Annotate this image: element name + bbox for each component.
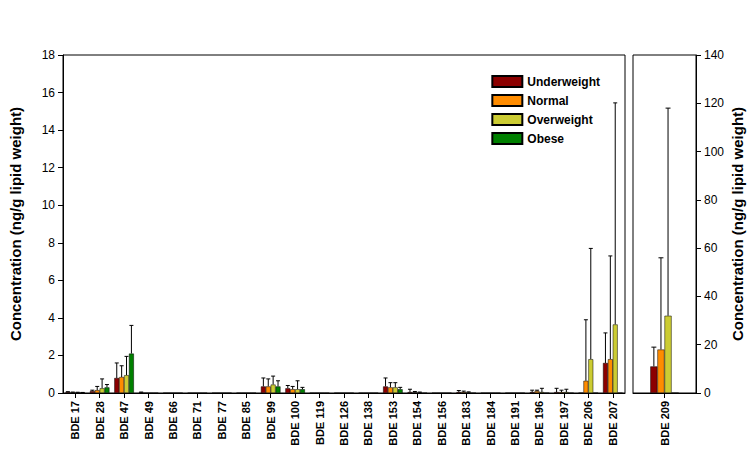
svg-text:BDE 17: BDE 17	[69, 401, 81, 440]
svg-text:Underweight: Underweight	[527, 75, 600, 89]
svg-text:BDE 156: BDE 156	[436, 401, 448, 446]
svg-text:0: 0	[48, 386, 55, 400]
svg-text:100: 100	[704, 145, 724, 159]
svg-text:12: 12	[42, 161, 56, 175]
svg-text:4: 4	[48, 311, 55, 325]
svg-text:BDE 28: BDE 28	[94, 401, 106, 440]
svg-text:BDE 184: BDE 184	[485, 400, 497, 446]
svg-text:BDE 85: BDE 85	[240, 401, 252, 440]
svg-text:Normal: Normal	[527, 94, 568, 108]
svg-text:Concentration (ng/g lipid weig: Concentration (ng/g lipid weight)	[7, 107, 24, 341]
svg-text:BDE 66: BDE 66	[167, 401, 179, 440]
svg-text:BDE 209: BDE 209	[659, 401, 671, 446]
svg-text:BDE 196: BDE 196	[533, 401, 545, 446]
svg-text:14: 14	[42, 123, 56, 137]
svg-text:80: 80	[704, 193, 718, 207]
svg-text:0: 0	[704, 386, 711, 400]
svg-text:BDE 206: BDE 206	[582, 401, 594, 446]
svg-text:16: 16	[42, 86, 56, 100]
svg-text:10: 10	[42, 198, 56, 212]
svg-text:18: 18	[42, 48, 56, 62]
svg-text:BDE 99: BDE 99	[265, 401, 277, 440]
svg-text:BDE 183: BDE 183	[460, 401, 472, 446]
svg-text:Obese: Obese	[527, 132, 564, 146]
svg-text:60: 60	[704, 241, 718, 255]
svg-text:BDE 191: BDE 191	[509, 401, 521, 446]
svg-text:BDE 138: BDE 138	[362, 401, 374, 446]
svg-text:BDE 47: BDE 47	[118, 401, 130, 440]
svg-text:BDE 207: BDE 207	[607, 401, 619, 446]
svg-text:BDE 49: BDE 49	[143, 401, 155, 440]
svg-text:BDE 100: BDE 100	[289, 401, 301, 446]
svg-text:BDE 153: BDE 153	[387, 401, 399, 446]
svg-text:8: 8	[48, 236, 55, 250]
svg-text:BDE 126: BDE 126	[338, 401, 350, 446]
svg-text:BDE 154: BDE 154	[411, 400, 423, 446]
svg-text:Concentration (ng/g lipid weig: Concentration (ng/g lipid weight)	[729, 107, 746, 341]
svg-text:BDE 71: BDE 71	[191, 401, 203, 440]
svg-text:40: 40	[704, 289, 718, 303]
svg-text:BDE 77: BDE 77	[216, 401, 228, 440]
svg-text:140: 140	[704, 48, 724, 62]
svg-text:2: 2	[48, 348, 55, 362]
svg-text:120: 120	[704, 96, 724, 110]
svg-text:BDE 119: BDE 119	[314, 401, 326, 445]
svg-text:20: 20	[704, 338, 718, 352]
svg-text:6: 6	[48, 273, 55, 287]
svg-text:BDE 197: BDE 197	[558, 401, 570, 446]
svg-text:Overweight: Overweight	[527, 113, 592, 127]
